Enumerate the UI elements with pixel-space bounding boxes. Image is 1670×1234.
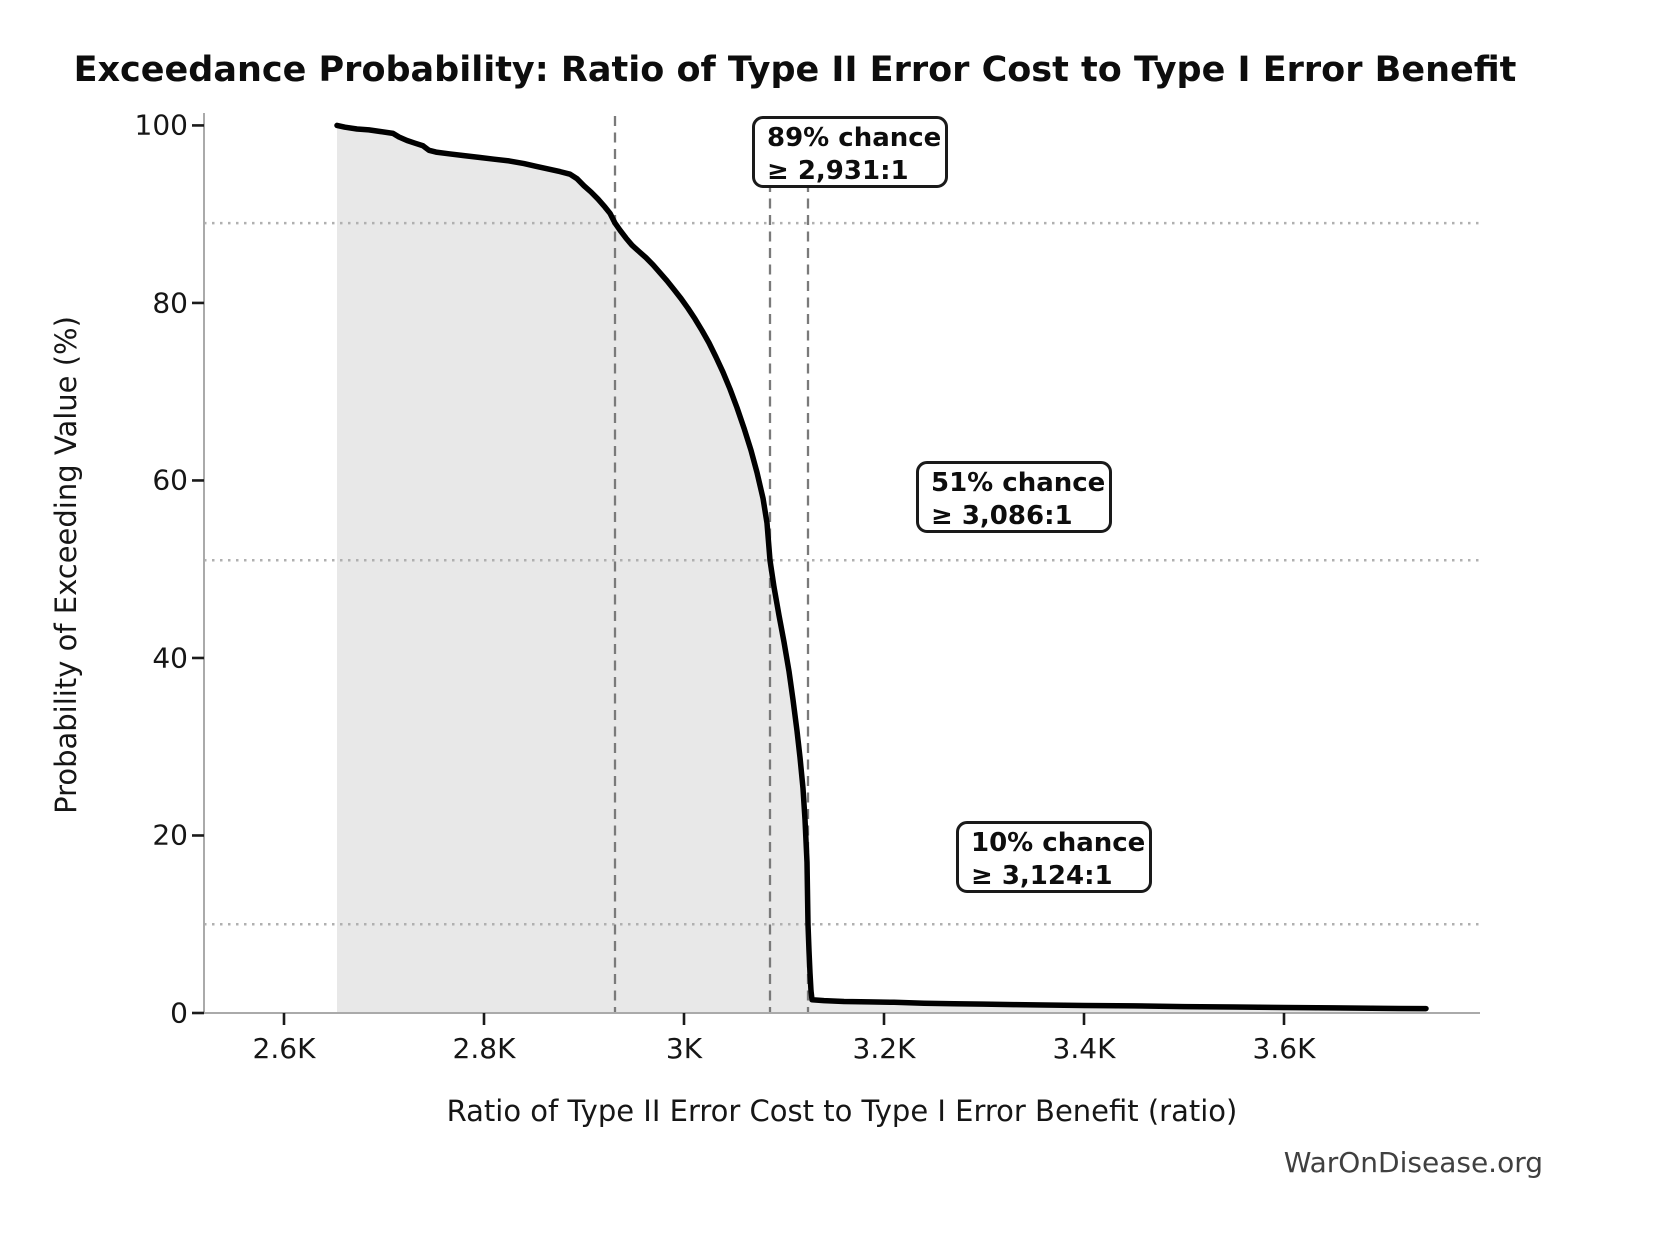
x-tick-label-3.4K: 3.4K <box>1052 1032 1116 1065</box>
y-tick-label-100: 100 <box>134 108 188 142</box>
y-tick-label-20: 20 <box>152 818 188 852</box>
y-tick-label-60: 60 <box>152 463 188 497</box>
exceedance-curve <box>334 122 1429 1012</box>
annotation-chance-text: 89% chance <box>767 123 942 153</box>
annotation-chance-text: 10% chance <box>971 828 1146 858</box>
annotation-chance-text: 51% chance <box>931 468 1106 498</box>
x-tick-label-2.8K: 2.8K <box>452 1032 516 1065</box>
x-tick-label-2.6K: 2.6K <box>252 1032 316 1065</box>
annotation-10-percent: 10% chance ≥ 3,124:1 <box>956 821 1152 893</box>
x-axis-label: Ratio of Type II Error Cost to Type I Er… <box>446 1094 1238 1128</box>
x-tick-label-3.6K: 3.6K <box>1252 1032 1316 1065</box>
chart-title: Exceedance Probability: Ratio of Type II… <box>73 50 1517 90</box>
x-tick-label-3.2K: 3.2K <box>852 1032 916 1065</box>
y-tick-label-80: 80 <box>152 286 188 320</box>
annotation-51-percent: 51% chance ≥ 3,086:1 <box>916 461 1112 533</box>
area-fill <box>337 125 1426 1013</box>
annotation-ratio-text: ≥ 3,124:1 <box>971 861 1113 891</box>
annotation-ratio-text: ≥ 2,931:1 <box>767 156 909 186</box>
annotation-89-percent: 89% chance ≥ 2,931:1 <box>752 116 948 188</box>
credit-watermark: WarOnDisease.org <box>1283 1146 1543 1179</box>
x-tick-label-3K: 3K <box>665 1032 703 1065</box>
y-tick-label-0: 0 <box>170 996 188 1030</box>
y-axis-label: Probability of Exceeding Value (%) <box>49 316 83 814</box>
annotation-ratio-text: ≥ 3,086:1 <box>931 501 1073 531</box>
y-tick-label-40: 40 <box>152 641 188 675</box>
